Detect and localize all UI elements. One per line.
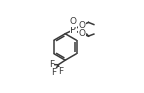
Text: F: F bbox=[49, 60, 54, 69]
Text: P: P bbox=[70, 25, 76, 35]
Text: O: O bbox=[78, 29, 85, 38]
Text: O: O bbox=[78, 21, 85, 30]
Text: F: F bbox=[58, 67, 63, 76]
Text: F: F bbox=[51, 68, 56, 77]
Text: O: O bbox=[70, 17, 77, 26]
